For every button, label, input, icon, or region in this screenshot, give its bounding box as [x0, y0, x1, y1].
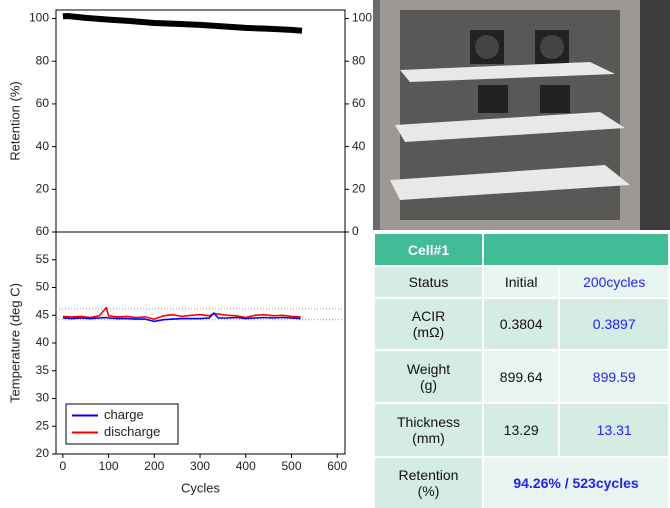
- y-axis-label: Temperature (deg C): [7, 283, 22, 403]
- y2-tick-label: 100: [352, 11, 372, 25]
- table-row: Retention (%) 94.26% / 523cycles: [373, 456, 670, 508]
- row-label-line: (mm): [412, 430, 445, 446]
- header-row: Cell#1: [373, 232, 670, 267]
- x-tick-label: 600: [327, 459, 347, 473]
- table-row: Thickness (mm) 13.29 13.31: [373, 402, 670, 458]
- y-axis-label: Retention (%): [7, 81, 22, 160]
- x-tick-label: 500: [281, 459, 301, 473]
- spec-table: Cell#1 Status Initial 200cycles ACIR (mΩ) 0.38…: [373, 232, 670, 508]
- y-tick-label: 45: [36, 307, 50, 321]
- legend-label: charge: [104, 407, 144, 422]
- photo: [373, 0, 670, 230]
- y2-tick-label: 20: [352, 181, 366, 195]
- x-tick-label: 200: [144, 459, 164, 473]
- header-fill: [482, 232, 670, 267]
- y-tick-label: 20: [36, 446, 50, 460]
- y-tick-label: 55: [36, 252, 50, 266]
- row-label: Status: [373, 265, 484, 299]
- series-line: [62, 306, 301, 320]
- y-tick-label: 35: [36, 363, 50, 377]
- y-tick-label: 40: [36, 335, 50, 349]
- row-label-line: (g): [419, 376, 438, 393]
- row-label: Retention (%): [373, 456, 484, 508]
- x-tick-label: 300: [190, 459, 210, 473]
- row-label-line: Thickness: [396, 414, 461, 430]
- table-row: ACIR (mΩ) 0.3804 0.3897: [373, 297, 670, 351]
- y-tick-label: 20: [36, 181, 50, 195]
- y-tick-label: 50: [36, 280, 50, 294]
- row-label-line: (%): [417, 483, 440, 499]
- table-cell: 0.3804: [481, 297, 561, 351]
- y-tick-label: 40: [36, 139, 50, 153]
- row-label: Thickness (mm): [373, 402, 484, 458]
- table-cell: 200cycles: [558, 265, 670, 299]
- row-label-line: Retention: [398, 467, 459, 483]
- series-line: [62, 312, 301, 323]
- x-tick-label: 0: [60, 459, 67, 473]
- table-row: Weight (g) 899.64 899.59: [373, 349, 670, 404]
- x-tick-label: 400: [236, 459, 256, 473]
- y2-tick-label: 60: [352, 96, 366, 110]
- row-label-line: Status: [408, 274, 449, 290]
- x-axis-label: Cycles: [181, 480, 221, 495]
- table-cell: 899.64: [481, 349, 561, 404]
- y2-tick-label: 80: [352, 53, 366, 67]
- plot-frame: [55, 9, 346, 233]
- row-label: Weight (g): [373, 349, 484, 404]
- y-tick-label: 25: [36, 418, 50, 432]
- legend-label: discharge: [104, 424, 160, 439]
- table-title: Cell#1: [373, 232, 484, 267]
- y2-tick-label: 0: [352, 224, 359, 238]
- table-row: Status Initial 200cycles: [373, 265, 670, 299]
- y-tick-label: 30: [36, 391, 50, 405]
- row-label-line: (mΩ): [412, 324, 445, 340]
- row-label-line: ACIR: [411, 308, 446, 324]
- y-tick-label: 80: [36, 53, 50, 67]
- row-label-line: Weight: [406, 360, 451, 377]
- table-cell: 94.26% / 523cycles: [482, 456, 670, 508]
- x-tick-label: 100: [99, 459, 119, 473]
- y-tick-label: 60: [36, 224, 50, 238]
- y-tick-label: 100: [29, 11, 49, 25]
- table-cell: Initial: [481, 265, 561, 299]
- row-label: ACIR (mΩ): [373, 297, 484, 351]
- table-cell: 13.31: [558, 402, 670, 458]
- legend-box: [65, 403, 179, 445]
- series-line: [62, 13, 303, 34]
- table-cell: 899.59: [558, 349, 670, 404]
- y2-tick-label: 40: [352, 139, 366, 153]
- table-cell: 13.29: [481, 402, 561, 458]
- table-cell: 0.3897: [558, 297, 670, 351]
- y-tick-label: 60: [36, 96, 50, 110]
